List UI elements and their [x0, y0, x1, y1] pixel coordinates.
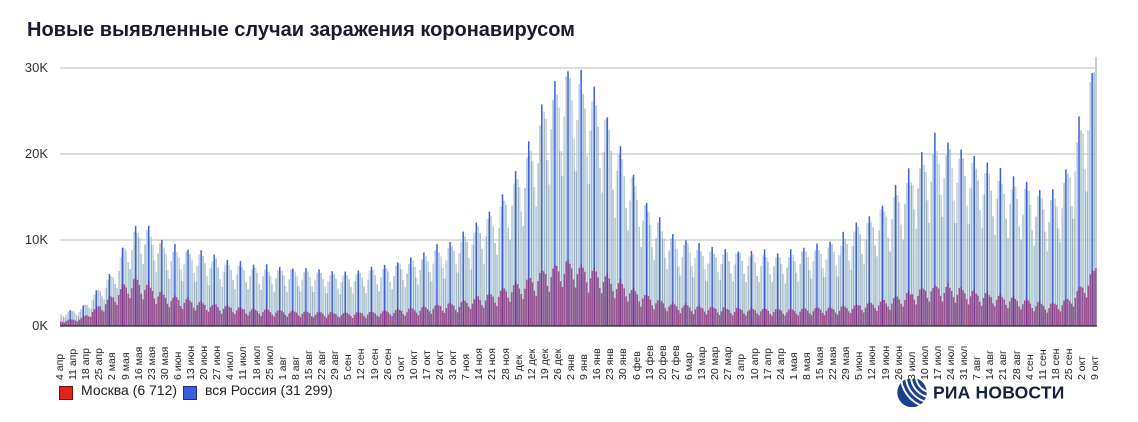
svg-text:РИА НОВОСТИ: РИА НОВОСТИ	[933, 383, 1065, 403]
